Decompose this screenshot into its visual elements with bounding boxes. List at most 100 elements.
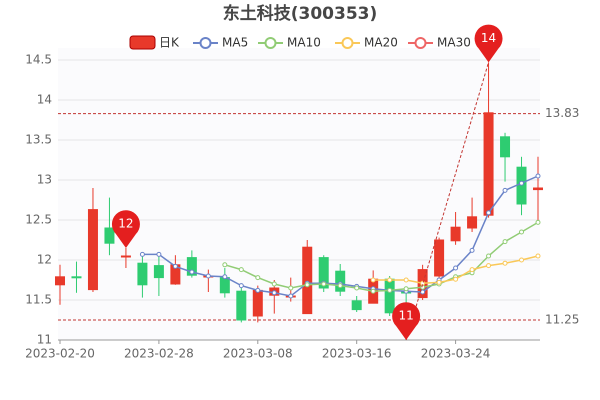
y-tick-label: 13 bbox=[37, 173, 52, 187]
legend-label: MA10 bbox=[287, 36, 321, 50]
ma-point bbox=[354, 285, 360, 291]
candle-body bbox=[186, 257, 197, 276]
ma-point bbox=[288, 285, 294, 291]
candle-body bbox=[351, 300, 362, 311]
ma-point bbox=[535, 219, 541, 225]
marker-pin bbox=[474, 24, 503, 63]
ma-line bbox=[224, 221, 539, 292]
y-tick-label: 13.5 bbox=[25, 133, 52, 147]
ma-point bbox=[535, 173, 541, 179]
ma-point bbox=[271, 281, 277, 287]
x-tick-label: 2023-02-28 bbox=[124, 347, 194, 361]
candle-body bbox=[153, 265, 164, 279]
candle-body bbox=[533, 187, 543, 191]
ma-point bbox=[156, 251, 162, 257]
candle-body bbox=[384, 278, 395, 314]
candle-body bbox=[55, 276, 65, 286]
ma-point bbox=[139, 251, 145, 257]
ma-point bbox=[387, 287, 393, 293]
ma-point bbox=[288, 293, 294, 299]
legend-label: MA30 bbox=[437, 36, 471, 50]
ma-point bbox=[519, 229, 525, 235]
candle-body bbox=[500, 136, 511, 158]
ma-point bbox=[271, 290, 277, 296]
ma-point bbox=[255, 275, 261, 281]
legend-label: MA20 bbox=[364, 36, 398, 50]
candle-body bbox=[318, 257, 329, 289]
ma-point bbox=[502, 260, 508, 266]
candle-body bbox=[219, 277, 230, 294]
candle-body bbox=[434, 239, 445, 277]
chart-title: 东土科技(300353) bbox=[223, 3, 378, 24]
ma-point bbox=[453, 265, 459, 271]
ma-point bbox=[387, 277, 393, 283]
ma-point bbox=[321, 281, 327, 287]
ma-point bbox=[222, 262, 228, 268]
marker-pin bbox=[111, 210, 140, 248]
ma-point bbox=[304, 282, 310, 288]
ma-point bbox=[403, 286, 409, 292]
ma-point bbox=[255, 287, 261, 293]
candle-body bbox=[87, 209, 98, 291]
ma-point bbox=[519, 180, 525, 186]
y-tick-label: 11 bbox=[37, 333, 52, 347]
plot-background bbox=[58, 48, 540, 340]
reference-label: 11.25 bbox=[545, 313, 579, 327]
candle-body bbox=[137, 262, 148, 286]
x-tick-label: 2023-03-24 bbox=[421, 347, 491, 361]
ma-point bbox=[238, 267, 244, 273]
x-tick-label: 2023-02-20 bbox=[25, 347, 95, 361]
candle-body bbox=[467, 216, 478, 229]
ma-point bbox=[469, 267, 475, 273]
reference-label: 13.83 bbox=[545, 106, 579, 120]
legend-icon bbox=[414, 37, 427, 49]
legend-icon bbox=[341, 37, 354, 49]
legend-icon bbox=[129, 35, 156, 50]
ma-point bbox=[370, 277, 376, 283]
ma-point bbox=[436, 279, 442, 285]
candle-body bbox=[104, 227, 115, 244]
legend-label: 日K bbox=[159, 36, 180, 50]
ma-point bbox=[205, 273, 211, 279]
marker-pin bbox=[392, 302, 421, 340]
ma-point bbox=[502, 187, 508, 193]
y-tick-label: 11.5 bbox=[25, 293, 52, 307]
ma-point bbox=[222, 274, 228, 280]
ma-point bbox=[172, 263, 178, 269]
ma-point bbox=[502, 239, 508, 245]
candle-body bbox=[236, 290, 247, 321]
candle-body bbox=[302, 246, 313, 315]
ma-point bbox=[519, 257, 525, 263]
y-tick-label: 12 bbox=[37, 253, 52, 267]
candle-body bbox=[335, 270, 346, 292]
legend-label: MA5 bbox=[222, 36, 248, 50]
y-tick-label: 14 bbox=[37, 93, 52, 107]
x-tick-label: 2023-03-16 bbox=[322, 347, 392, 361]
candle-body bbox=[483, 112, 494, 216]
ma-point bbox=[370, 288, 376, 294]
marker-label: 11 bbox=[398, 309, 413, 323]
ma-point bbox=[486, 210, 492, 216]
marker-label: 14 bbox=[481, 31, 496, 45]
y-tick-label: 12.5 bbox=[25, 213, 52, 227]
ma-point bbox=[403, 277, 409, 283]
trend-line bbox=[405, 62, 490, 341]
ma-point bbox=[535, 253, 541, 259]
candle-body bbox=[71, 276, 82, 279]
candle-body bbox=[450, 226, 461, 242]
ma-point bbox=[189, 269, 195, 275]
ma-point bbox=[486, 253, 492, 259]
ma-point bbox=[453, 276, 459, 282]
y-tick-label: 14.5 bbox=[25, 53, 52, 67]
marker-label: 12 bbox=[118, 217, 133, 231]
candle-body bbox=[120, 255, 131, 258]
legend-icon bbox=[264, 37, 277, 49]
ma-point bbox=[238, 283, 244, 289]
ma-point bbox=[337, 283, 343, 289]
ma-point bbox=[486, 263, 492, 269]
candle-body bbox=[252, 289, 263, 317]
x-tick-label: 2023-03-08 bbox=[223, 347, 293, 361]
legend-icon bbox=[199, 37, 212, 49]
ma-point bbox=[469, 247, 475, 253]
